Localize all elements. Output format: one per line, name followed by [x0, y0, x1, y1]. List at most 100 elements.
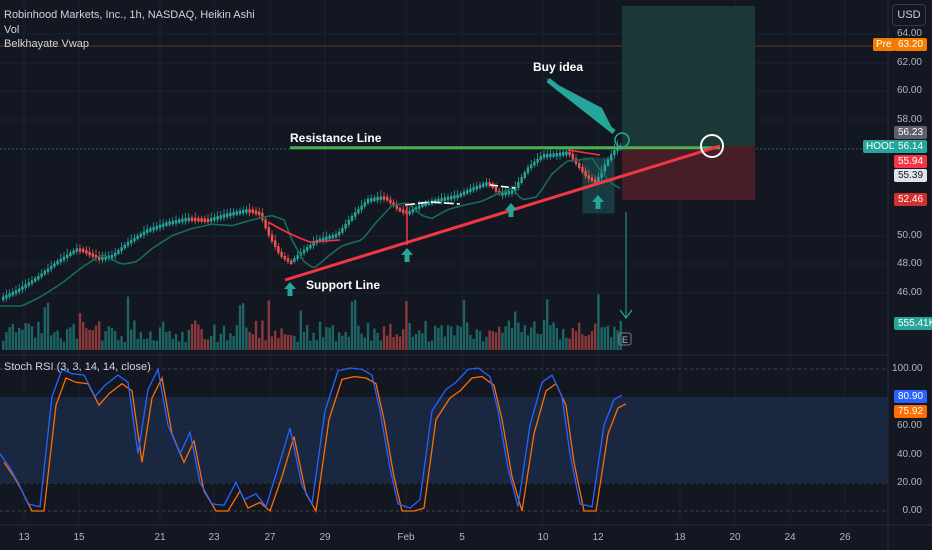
volume-bar	[398, 336, 402, 350]
volume-bar	[146, 338, 149, 350]
time-tick: Feb	[397, 532, 415, 543]
candle-body	[302, 249, 306, 254]
candle-body	[613, 150, 616, 156]
candle-body	[139, 233, 142, 238]
candle-body	[590, 177, 594, 181]
stop-loss-zone	[622, 146, 755, 200]
time-tick: 15	[73, 532, 85, 543]
candle-body	[18, 288, 21, 292]
volume-bar	[370, 340, 373, 350]
volume-bar	[552, 322, 555, 350]
vwap-indicator-label[interactable]: Belkhayate Vwap	[4, 38, 89, 50]
volume-bar	[267, 300, 270, 350]
candle-body	[392, 202, 395, 207]
time-tick: 21	[154, 532, 166, 543]
candle-body	[34, 278, 37, 282]
candle-body	[286, 258, 290, 262]
candle-body	[277, 246, 280, 253]
candle-body	[245, 209, 248, 213]
candle-body	[251, 209, 254, 213]
volume-bar	[450, 326, 453, 350]
candle-body	[434, 199, 437, 204]
volume-bar	[587, 334, 590, 350]
volume-bar	[536, 333, 539, 350]
candle-body	[366, 198, 370, 204]
candle-body	[142, 231, 146, 236]
volume-bar	[507, 320, 510, 350]
candle-body	[213, 217, 216, 221]
volume-bar	[181, 331, 184, 350]
candle-body	[56, 260, 59, 265]
volume-bar	[261, 320, 264, 350]
volume-bar	[392, 337, 395, 350]
volume-bar	[427, 341, 430, 350]
volume-bar	[488, 330, 491, 350]
symbol-tag: HOOD	[863, 140, 899, 153]
volume-bar	[107, 326, 110, 350]
candle-body	[27, 282, 30, 286]
price-tick: 58.00	[896, 114, 922, 125]
up-arrow-icon	[592, 195, 604, 209]
volume-bar	[578, 322, 581, 350]
volume-bar	[581, 334, 584, 350]
volume-bar	[411, 336, 414, 350]
volume-bar	[222, 325, 226, 350]
volume-bar	[504, 326, 507, 350]
volume-bar	[62, 341, 66, 350]
entry-circle	[614, 132, 630, 148]
last-price-tag: 56.14	[894, 140, 928, 153]
volume-bar	[408, 322, 411, 350]
stoch-d-line	[3, 375, 627, 513]
volume-bar	[229, 333, 232, 350]
volume-bar	[104, 331, 107, 350]
candle-body	[2, 296, 5, 301]
volume-bar	[440, 325, 443, 350]
volume-bars	[2, 294, 622, 350]
candle-body	[133, 237, 136, 242]
support-line	[284, 144, 721, 282]
volume-indicator-label[interactable]: Vol	[4, 24, 20, 36]
candle-body	[514, 186, 517, 192]
candle-body	[270, 234, 274, 242]
volume-bar	[616, 330, 619, 350]
candle-body	[370, 198, 373, 202]
stoch-rsi-title[interactable]: Stoch RSI (3, 3, 14, 14, close)	[4, 361, 151, 373]
volume-bar	[459, 326, 462, 350]
candle-body	[546, 153, 549, 158]
candle-body	[450, 195, 453, 200]
volume-bar	[114, 330, 117, 350]
candle-body	[101, 256, 104, 261]
volume-bar	[37, 321, 40, 350]
candle-body	[261, 212, 264, 221]
volume-bar	[158, 327, 162, 350]
candle-body	[408, 210, 411, 215]
candle-body	[88, 251, 91, 256]
candle-body	[558, 152, 562, 157]
candle-body	[526, 167, 530, 174]
candle-body	[440, 198, 443, 202]
volume-bar	[120, 336, 123, 350]
currency-button[interactable]: USD	[892, 4, 926, 26]
volume-bar	[421, 333, 424, 350]
volume-bar	[584, 335, 587, 350]
candle-body	[30, 280, 34, 284]
volume-bar	[162, 321, 165, 350]
time-tick: 10	[537, 532, 549, 543]
candle-body	[222, 214, 226, 218]
symbol-title[interactable]: Robinhood Markets, Inc., 1h, NASDAQ, Hei…	[4, 9, 255, 21]
earnings-icon[interactable]	[618, 332, 632, 346]
volume-bar	[203, 339, 206, 350]
candle-body	[226, 213, 229, 217]
volume-bar	[302, 331, 306, 350]
candle-body	[501, 192, 504, 196]
volume-bar	[434, 325, 437, 350]
candle-body	[11, 291, 14, 296]
candle-body	[350, 215, 354, 221]
volume-bar	[296, 341, 299, 350]
volume-bar	[446, 325, 450, 350]
candle-body	[264, 219, 267, 229]
candle-body	[296, 255, 299, 260]
candle-body	[171, 220, 174, 225]
support-line-label: Support Line	[306, 278, 380, 292]
